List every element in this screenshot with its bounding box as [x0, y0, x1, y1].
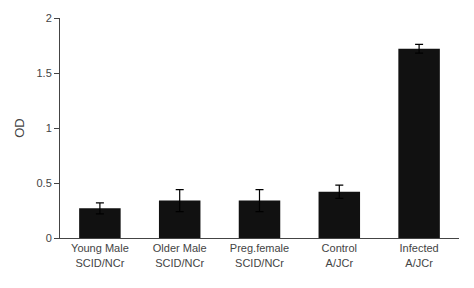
svg-text:2: 2	[46, 12, 52, 24]
svg-text:Young MaleSCID/NCr: Young MaleSCID/NCr	[71, 242, 129, 268]
svg-text:1.5: 1.5	[37, 67, 52, 79]
svg-text:0: 0	[46, 232, 52, 244]
svg-text:OD: OD	[12, 118, 27, 138]
svg-text:1: 1	[46, 122, 52, 134]
svg-text:Preg.femaleSCID/NCr: Preg.femaleSCID/NCr	[230, 242, 289, 268]
svg-text:InfectedA/JCr: InfectedA/JCr	[400, 242, 439, 268]
svg-text:ControlA/JCr: ControlA/JCr	[322, 242, 357, 268]
svg-text:Older MaleSCID/NCr: Older MaleSCID/NCr	[153, 242, 207, 268]
svg-text:0.5: 0.5	[37, 177, 52, 189]
